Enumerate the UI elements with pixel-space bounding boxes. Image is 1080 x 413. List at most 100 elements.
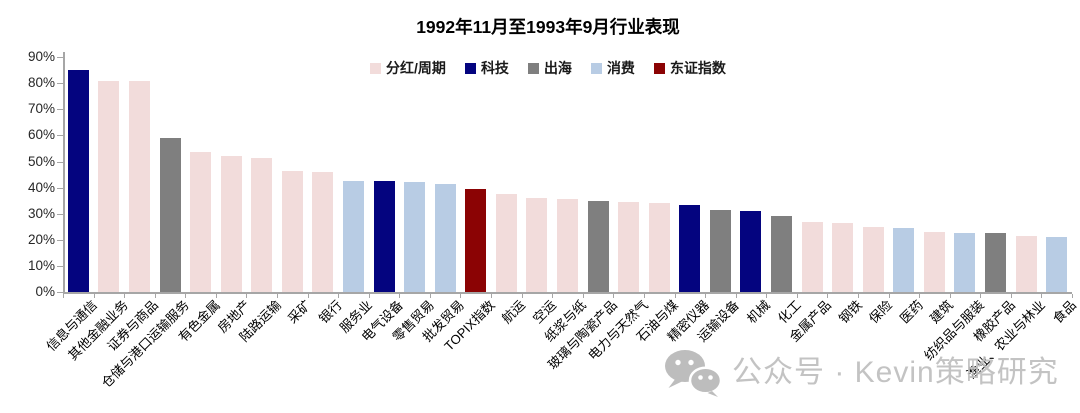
x-tick <box>368 293 370 298</box>
bar-机械 <box>740 211 762 292</box>
y-tick-label: 0% <box>35 284 55 299</box>
bar-其他金融业务 <box>98 80 120 292</box>
legend-item: 东证指数 <box>653 58 726 78</box>
x-tick <box>124 293 126 298</box>
x-tick <box>93 293 95 298</box>
x-axis-label: 医药 <box>896 297 926 327</box>
x-tick <box>429 293 431 298</box>
x-tick <box>307 293 309 298</box>
x-tick <box>277 293 279 298</box>
bar-银行 <box>312 171 334 292</box>
x-tick <box>1041 293 1043 298</box>
legend-swatch-icon <box>653 62 665 74</box>
bar-零售贸易 <box>404 182 426 292</box>
y-tick-label: 60% <box>27 127 55 143</box>
y-tick-label: 80% <box>27 75 55 91</box>
x-tick <box>1072 293 1073 298</box>
bar-电气设备 <box>373 181 395 292</box>
bar-航运 <box>495 194 517 292</box>
y-tick-label: 30% <box>27 205 55 221</box>
y-tick-label: 90% <box>27 49 55 65</box>
x-tick <box>643 293 645 298</box>
x-tick <box>674 293 676 298</box>
y-tick-label: 70% <box>27 101 55 117</box>
bar-房地产 <box>220 156 242 292</box>
bar-保险 <box>862 226 884 292</box>
legend-item: 消费 <box>590 58 635 78</box>
watermark-text: 公众号 · Kevin策略研究 <box>732 356 1059 389</box>
legend-swatch-icon <box>464 62 476 74</box>
bar-服务业 <box>342 181 364 292</box>
legend-swatch-icon <box>370 62 382 74</box>
x-tick <box>154 293 156 298</box>
x-axis-label: 保险 <box>866 297 896 327</box>
bar-TOPIX指数 <box>465 188 487 292</box>
x-axis-label: 航运 <box>499 297 529 327</box>
bar-运输设备 <box>709 209 731 292</box>
x-tick <box>919 293 921 298</box>
legend-swatch-icon <box>590 62 602 74</box>
bar-医药 <box>893 228 915 292</box>
bar-空运 <box>526 198 548 292</box>
y-tick-label: 20% <box>27 231 55 247</box>
bar-信息与通信 <box>67 70 89 292</box>
legend: 分红/周期 科技 出海 消费 东证指数 <box>20 58 1076 78</box>
x-axis-label: 钢铁 <box>835 297 865 327</box>
x-tick <box>491 293 493 298</box>
y-tick <box>57 292 63 293</box>
y-tick <box>57 187 63 189</box>
x-axis-line <box>63 292 1072 294</box>
x-tick <box>215 293 217 298</box>
x-tick <box>246 293 248 298</box>
y-tick <box>57 135 63 137</box>
y-tick <box>57 83 63 85</box>
x-tick <box>857 293 859 298</box>
x-tick <box>460 293 462 298</box>
x-tick <box>63 293 64 298</box>
x-tick <box>735 293 737 298</box>
legend-label: 分红/周期 <box>386 60 446 76</box>
y-tick-label: 10% <box>27 257 55 273</box>
y-tick <box>57 239 63 241</box>
x-tick <box>949 293 951 298</box>
x-axis-label: 采矿 <box>285 297 315 327</box>
bar-精密仪器 <box>679 204 701 292</box>
bar-电力与天然气 <box>618 201 640 292</box>
x-tick <box>888 293 890 298</box>
legend-item: 分红/周期 <box>370 58 446 78</box>
x-tick <box>705 293 707 298</box>
x-axis-label: 机械 <box>743 297 773 327</box>
x-tick <box>827 293 829 298</box>
bar-渔业、农业与林业 <box>1015 235 1037 292</box>
x-tick <box>399 293 401 298</box>
bar-纸浆与纸 <box>557 199 578 292</box>
y-tick <box>57 265 63 267</box>
y-axis-line <box>63 52 65 292</box>
legend-item: 科技 <box>464 58 509 78</box>
chart-title: 1992年11月至1993年9月行业表现 <box>416 17 680 37</box>
x-tick <box>796 293 798 298</box>
y-tick <box>57 57 63 59</box>
bar-化工 <box>771 216 793 292</box>
legend-swatch-icon <box>527 62 539 74</box>
bar-仓储与港口运输服务 <box>159 138 181 292</box>
x-tick <box>766 293 768 298</box>
bar-建筑 <box>923 231 945 292</box>
bar-有色金属 <box>190 152 212 292</box>
bar-食品 <box>1046 237 1068 292</box>
x-axis-label: 食品 <box>1049 297 1079 327</box>
legend-label: 消费 <box>606 60 635 76</box>
x-tick <box>552 293 554 298</box>
x-tick <box>1010 293 1012 298</box>
bar-玻璃与陶瓷产品 <box>587 200 609 292</box>
bar-陆路运输 <box>251 157 273 292</box>
bar-钢铁 <box>832 222 854 292</box>
y-tick-label: 50% <box>27 153 55 169</box>
legend-label: 出海 <box>543 60 572 76</box>
x-tick <box>338 293 340 298</box>
y-tick <box>57 161 63 163</box>
bar-纺织品与服装 <box>954 233 976 292</box>
x-tick <box>613 293 615 298</box>
legend-item: 出海 <box>527 58 572 78</box>
